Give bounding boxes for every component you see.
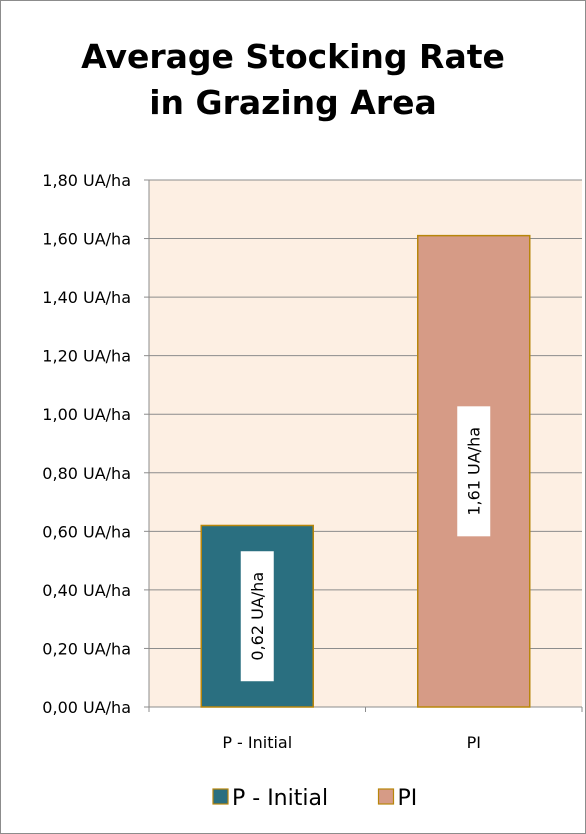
legend-label-pi: PI — [398, 786, 418, 811]
y-tick-label-5: 1,00 UA/ha — [42, 405, 131, 424]
y-tick-label-3: 0,60 UA/ha — [42, 522, 131, 541]
y-tick-label-8: 1,60 UA/ha — [42, 230, 131, 249]
y-tick-label-9: 1,80 UA/ha — [42, 171, 131, 190]
y-tick-label-4: 0,80 UA/ha — [42, 464, 131, 483]
legend-label-p-initial: P - Initial — [232, 786, 328, 811]
y-tick-label-0: 0,00 UA/ha — [42, 698, 131, 717]
chart-title-line-1: Average Stocking Rate — [81, 37, 505, 76]
data-label-p-initial: 0,62 UA/ha — [240, 551, 274, 682]
data-label-text-p-initial: 0,62 UA/ha — [248, 572, 267, 661]
chart-title: Average Stocking Rate in Grazing Area — [0, 34, 586, 126]
x-tick-label-0: P - Initial — [222, 733, 292, 752]
data-label-text-pi: 1,61 UA/ha — [464, 427, 483, 516]
bar-pi — [417, 234, 531, 708]
y-tick-label-1: 0,20 UA/ha — [42, 639, 131, 658]
data-label-box-p-initial — [240, 551, 274, 682]
chart-title-line-2: in Grazing Area — [149, 83, 437, 122]
y-tick-label-7: 1,40 UA/ha — [42, 288, 131, 307]
x-tick-label-1: PI — [467, 733, 481, 752]
legend-swatch-p-initial — [212, 788, 229, 805]
y-tick-label-6: 1,20 UA/ha — [42, 347, 131, 366]
data-label-box-pi — [457, 406, 491, 537]
y-tick-label-2: 0,40 UA/ha — [42, 581, 131, 600]
data-label-pi: 1,61 UA/ha — [457, 406, 491, 537]
legend-swatch-pi — [377, 788, 395, 805]
